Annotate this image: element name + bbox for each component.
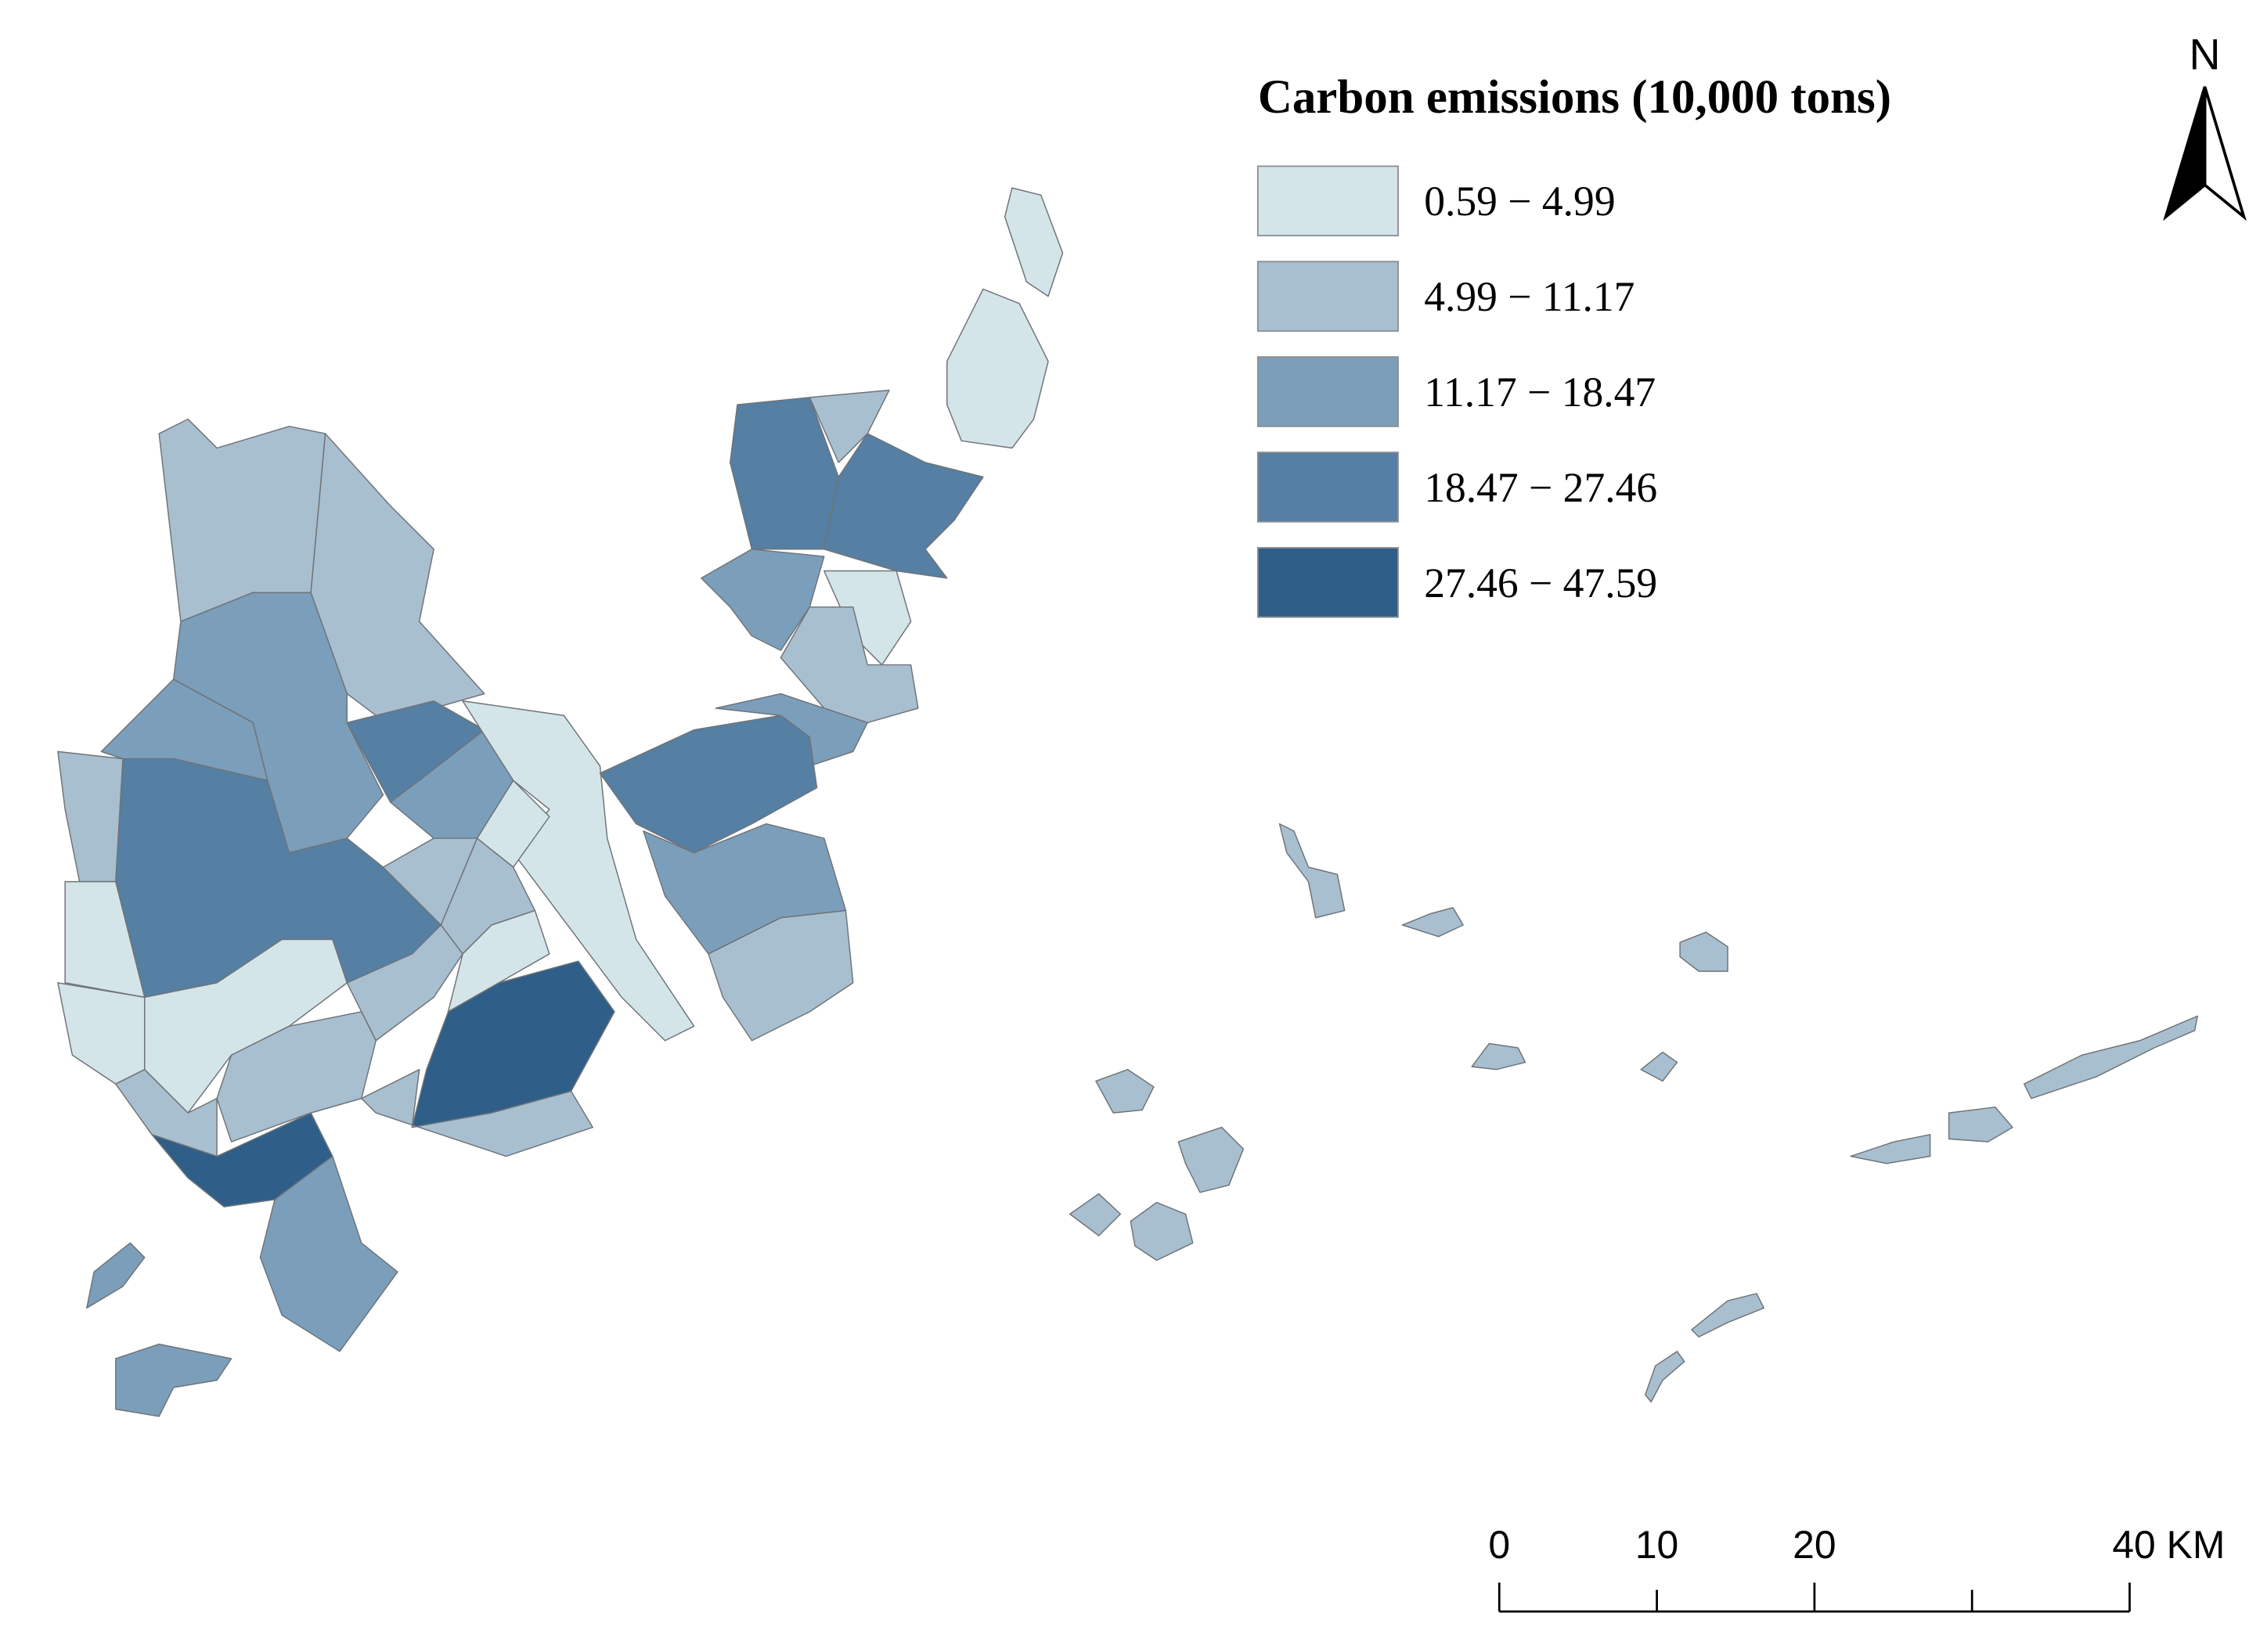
legend-label: 0.59 − 4.99: [1424, 178, 1615, 225]
region: [1004, 187, 1064, 297]
legend: 0.59 − 4.99 4.99 − 11.17 11.17 − 18.47 18.4…: [1256, 165, 1657, 618]
scale-bar: [1498, 1582, 2131, 1613]
regions: [57, 187, 2199, 1417]
legend-label: 4.99 − 11.17: [1424, 273, 1634, 320]
scale-label: 10: [1635, 1523, 1678, 1567]
island: [1850, 1134, 1931, 1164]
legend-swatch: [1256, 261, 1399, 332]
region: [158, 418, 326, 622]
legend-label: 18.47 − 27.46: [1424, 464, 1657, 511]
island: [1278, 822, 1346, 919]
island: [2023, 1015, 2199, 1100]
region: [809, 389, 890, 463]
legend-swatch: [1256, 356, 1399, 427]
arrow-left: [2163, 86, 2207, 221]
scale-label: 20: [1793, 1523, 1836, 1567]
island: [1130, 1201, 1194, 1261]
region: [86, 1242, 146, 1309]
legend-label: 27.46 − 47.59: [1424, 560, 1657, 606]
island: [1177, 1126, 1245, 1193]
north-label: N: [2190, 31, 2221, 79]
region: [708, 909, 854, 1042]
legend-swatch: [1256, 452, 1399, 523]
island: [1691, 1293, 1764, 1338]
region: [824, 433, 984, 579]
legend-title: Carbon emissions (10,000 tons): [1258, 71, 1891, 124]
island: [1645, 1351, 1685, 1403]
island: [1069, 1193, 1122, 1236]
legend-swatch: [1256, 165, 1399, 236]
region: [780, 606, 919, 724]
island: [1640, 1051, 1678, 1082]
region: [411, 960, 615, 1128]
island: [1948, 1106, 2013, 1143]
region: [361, 1068, 594, 1157]
island: [1095, 1068, 1155, 1114]
region: [259, 1155, 398, 1352]
island: [1401, 907, 1464, 938]
region: [599, 714, 818, 854]
island: [1471, 1042, 1526, 1071]
arrow-right: [2203, 86, 2247, 221]
legend-swatch: [1256, 547, 1399, 618]
region: [701, 549, 825, 651]
island: [1679, 931, 1728, 972]
region: [946, 288, 1049, 449]
region: [115, 1343, 232, 1417]
region: [57, 750, 124, 883]
scale-label: 40 KM: [2112, 1523, 2225, 1567]
scale-label: 0: [1488, 1523, 1510, 1567]
legend-label: 11.17 − 18.47: [1424, 369, 1656, 416]
north-arrow: N: [2163, 31, 2247, 221]
region: [57, 982, 146, 1085]
